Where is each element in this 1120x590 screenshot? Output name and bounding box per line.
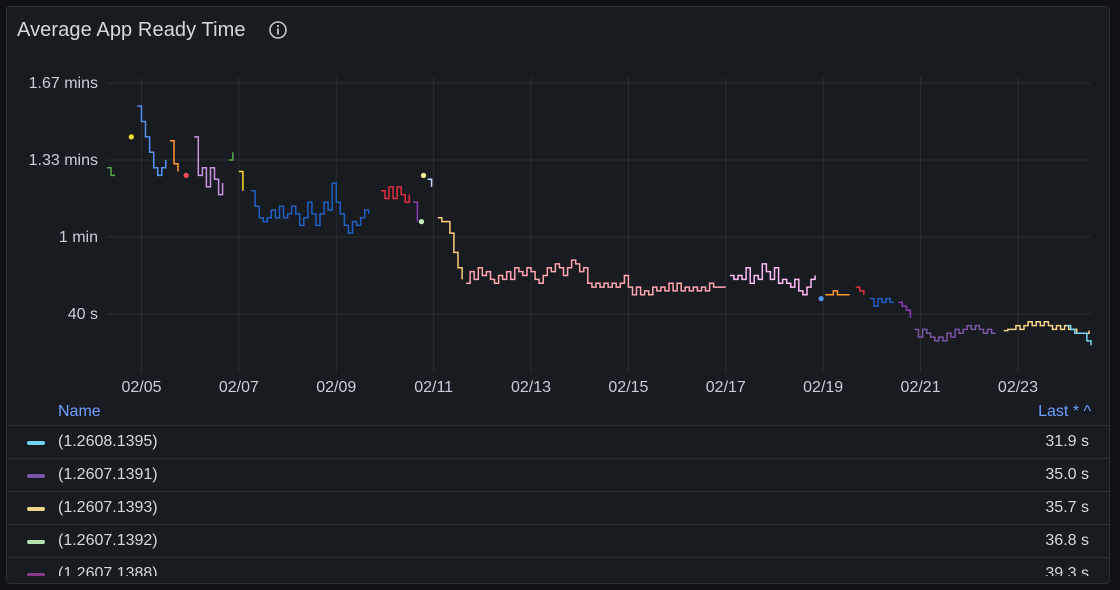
chart-panel: 1.67 mins 1.33 mins 1 min 40 s 02/05 02/07 02/… xyxy=(6,6,1110,584)
info-circle-icon[interactable] xyxy=(268,20,288,40)
legend-series-name: (1.2607.1391) xyxy=(58,466,158,483)
x-tick-label: 02/11 xyxy=(414,379,453,396)
series-line[interactable] xyxy=(137,105,167,177)
y-tick-label: 40 s xyxy=(68,306,98,323)
legend-row[interactable]: (1.2607.1391) 35.0 s xyxy=(7,459,1109,492)
y-tick-label: 1.33 mins xyxy=(29,152,98,169)
series-line[interactable] xyxy=(228,152,234,161)
series-line[interactable] xyxy=(194,136,224,196)
x-tick-label: 02/07 xyxy=(219,379,259,396)
panel-header: Average App Ready Time xyxy=(17,17,288,43)
x-tick-label: 02/05 xyxy=(121,379,161,396)
series-line[interactable] xyxy=(1066,324,1092,346)
x-tick-label: 02/15 xyxy=(608,379,648,396)
legend-last-value: 31.9 s xyxy=(1045,433,1089,450)
panel-title: Average App Ready Time xyxy=(17,18,246,41)
x-tick-label: 02/21 xyxy=(901,379,941,396)
series-line[interactable] xyxy=(466,259,726,296)
series-point[interactable] xyxy=(818,296,824,302)
series-line[interactable] xyxy=(729,263,816,296)
series-line[interactable] xyxy=(869,297,895,308)
series-line[interactable] xyxy=(427,178,433,187)
series-line[interactable] xyxy=(437,217,463,280)
x-tick-label: 02/17 xyxy=(706,379,746,396)
legend-row[interactable]: (1.2607.1392) 36.8 s xyxy=(7,525,1109,558)
series-line[interactable] xyxy=(169,140,179,172)
legend-row[interactable]: (1.2608.1395) 31.9 s xyxy=(7,426,1109,459)
series-line[interactable] xyxy=(380,186,411,204)
legend-swatch xyxy=(27,573,45,576)
legend-row[interactable]: (1.2607.1388) 39.3 s xyxy=(7,558,1109,576)
legend-swatch xyxy=(27,507,45,511)
legend-last-value: 35.7 s xyxy=(1045,499,1089,516)
x-tick-label: 02/13 xyxy=(511,379,551,396)
x-tick-label: 02/09 xyxy=(316,379,356,396)
series-line[interactable] xyxy=(251,182,370,234)
series-point[interactable] xyxy=(418,219,425,225)
series-line[interactable] xyxy=(1003,320,1090,335)
x-tick-label: 02/23 xyxy=(998,379,1038,396)
series-point[interactable] xyxy=(128,134,134,140)
series-line[interactable] xyxy=(107,166,116,177)
legend-series-name: (1.2608.1395) xyxy=(58,433,158,450)
time-series-chart[interactable]: 1.67 mins 1.33 mins 1 min 40 s 02/05 02/07 02/… xyxy=(7,7,1110,397)
series-point[interactable] xyxy=(420,172,427,178)
legend-header: Name Last * ^ xyxy=(7,398,1109,426)
legend-last-value: 36.8 s xyxy=(1045,532,1089,549)
series-line[interactable] xyxy=(855,286,865,295)
legend-swatch xyxy=(27,540,45,544)
legend-swatch xyxy=(27,441,45,445)
series-point[interactable] xyxy=(183,172,189,178)
legend-series-name: (1.2607.1392) xyxy=(58,532,158,549)
y-tick-label: 1.67 mins xyxy=(29,75,98,92)
series-line[interactable] xyxy=(825,290,850,296)
legend-last-value: 35.0 s xyxy=(1045,466,1089,483)
legend-swatch xyxy=(27,474,45,478)
legend-name-header[interactable]: Name xyxy=(58,403,101,420)
y-tick-label: 1 min xyxy=(59,229,98,246)
series-line[interactable] xyxy=(898,301,912,318)
x-tick-label: 02/19 xyxy=(803,379,843,396)
legend-last-sort-header[interactable]: Last * ^ xyxy=(1038,403,1091,420)
legend-series-name: (1.2607.1388) xyxy=(58,565,158,576)
legend-table: (1.2608.1395) 31.9 s (1.2607.1391) 35.0 s (1… xyxy=(7,426,1109,576)
legend-series-name: (1.2607.1393) xyxy=(58,499,158,516)
series-line[interactable] xyxy=(914,324,996,342)
legend-row[interactable]: (1.2607.1393) 35.7 s xyxy=(7,492,1109,525)
series-line[interactable] xyxy=(413,201,419,222)
horizontal-scrollbar[interactable] xyxy=(410,583,686,584)
series-line[interactable] xyxy=(238,170,244,191)
legend-last-value: 39.3 s xyxy=(1045,565,1089,576)
